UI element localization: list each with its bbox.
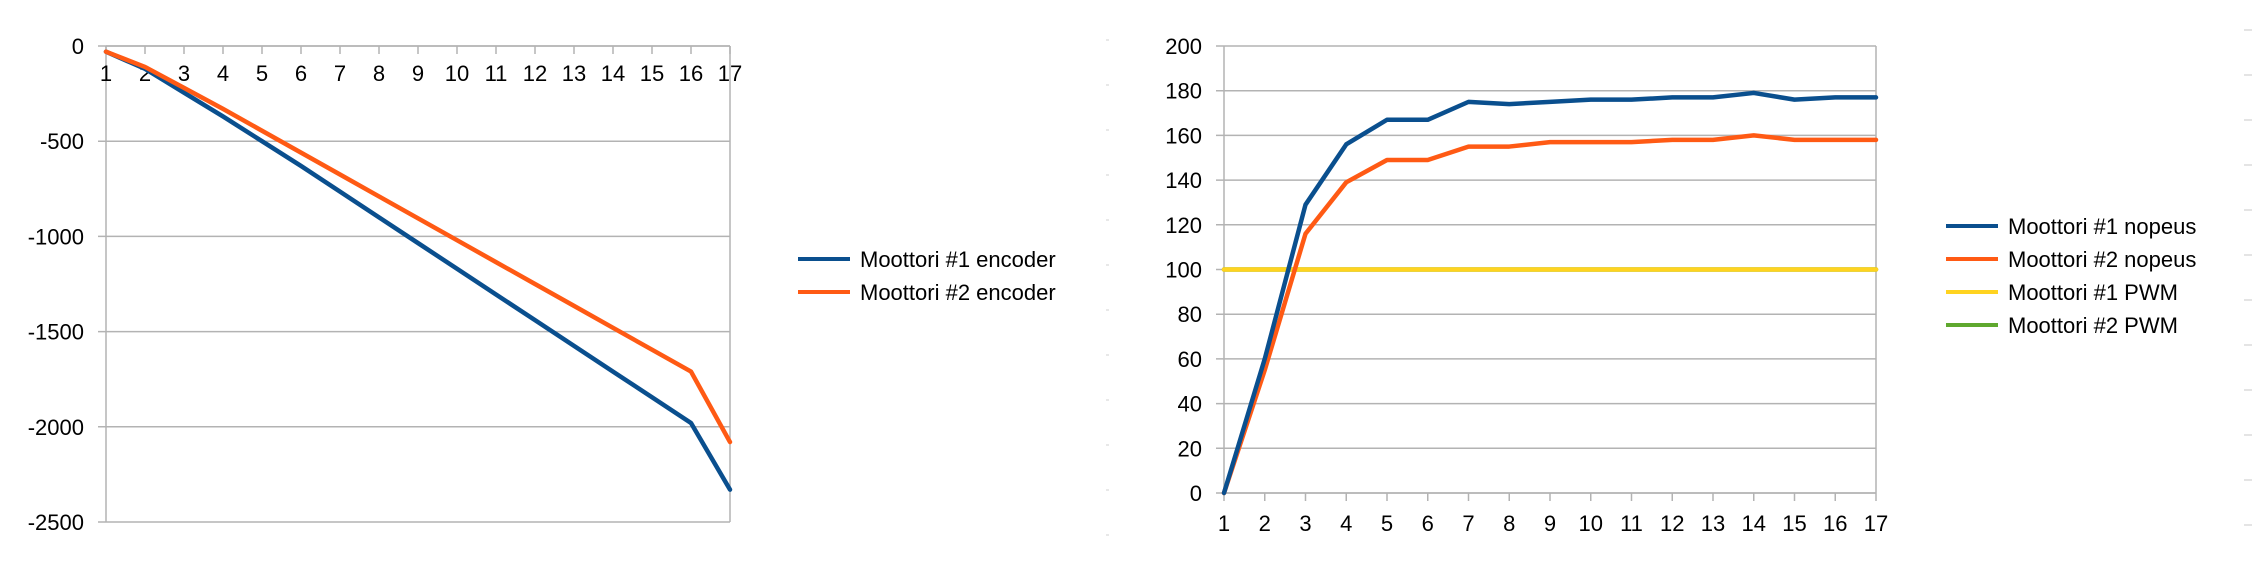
series-line — [103, 49, 733, 492]
x-tick-label: 4 — [217, 61, 229, 86]
legend-label: Moottori #1 nopeus — [2008, 214, 2196, 239]
x-tick-label: 8 — [373, 61, 385, 86]
x-tick-label: 8 — [1503, 511, 1515, 536]
x-tick-label: 6 — [295, 61, 307, 86]
y-tick-label: 20 — [1178, 436, 1202, 461]
y-tick-label: 0 — [1190, 481, 1202, 506]
x-tick-label: 7 — [334, 61, 346, 86]
x-tick-label: 5 — [256, 61, 268, 86]
x-tick-label: 11 — [485, 61, 508, 86]
x-tick-label: 9 — [1544, 511, 1556, 536]
x-tick-label: 1 — [100, 61, 112, 86]
y-tick-label: 180 — [1165, 79, 1202, 104]
y-tick-label: 120 — [1165, 213, 1202, 238]
x-tick-label: 10 — [445, 61, 469, 86]
x-tick-label: 1 — [1218, 511, 1230, 536]
y-tick-label: 100 — [1165, 258, 1202, 283]
y-tick-label: -1000 — [28, 224, 84, 249]
x-tick-label: 16 — [679, 61, 703, 86]
x-tick-label: 3 — [1299, 511, 1311, 536]
x-tick-label: 17 — [1864, 511, 1888, 536]
x-tick-label: 2 — [1259, 511, 1271, 536]
x-tick-label: 17 — [718, 61, 742, 86]
x-tick-label: 4 — [1340, 511, 1352, 536]
x-tick-label: 14 — [1742, 511, 1766, 536]
page-edge-marks — [1106, 29, 2252, 536]
x-tick-label: 13 — [562, 61, 586, 86]
x-tick-label: 9 — [412, 61, 424, 86]
x-tick-label: 12 — [523, 61, 547, 86]
x-tick-label: 14 — [601, 61, 625, 86]
y-tick-label: -1500 — [28, 320, 84, 345]
y-tick-label: 140 — [1165, 168, 1202, 193]
series-line — [103, 49, 733, 445]
y-tick-label: -500 — [40, 129, 84, 154]
legend-label: Moottori #2 nopeus — [2008, 247, 2196, 272]
x-tick-label: 12 — [1660, 511, 1684, 536]
legend-label: Moottori #1 PWM — [2008, 280, 2178, 305]
x-tick-label: 3 — [178, 61, 190, 86]
y-tick-label: 80 — [1178, 302, 1202, 327]
y-tick-label: 0 — [72, 34, 84, 59]
legend-label: Moottori #1 encoder — [860, 247, 1056, 272]
x-tick-label: 15 — [640, 61, 664, 86]
x-tick-label: 13 — [1701, 511, 1725, 536]
y-tick-label: 60 — [1178, 347, 1202, 372]
x-tick-label: 5 — [1381, 511, 1393, 536]
legend-label: Moottori #2 encoder — [860, 280, 1056, 305]
legend-label: Moottori #2 PWM — [2008, 313, 2178, 338]
x-tick-label: 6 — [1422, 511, 1434, 536]
x-tick-label: 11 — [1620, 511, 1643, 536]
x-tick-label: 10 — [1579, 511, 1603, 536]
series-line — [1221, 90, 1879, 496]
y-tick-label: 160 — [1165, 123, 1202, 148]
y-tick-label: 200 — [1165, 34, 1202, 59]
x-tick-label: 16 — [1823, 511, 1847, 536]
y-tick-label: 40 — [1178, 392, 1202, 417]
y-tick-label: -2500 — [28, 510, 84, 535]
x-tick-label: 15 — [1782, 511, 1806, 536]
x-tick-label: 7 — [1462, 511, 1474, 536]
series-line — [1221, 133, 1879, 496]
y-tick-label: -2000 — [28, 415, 84, 440]
